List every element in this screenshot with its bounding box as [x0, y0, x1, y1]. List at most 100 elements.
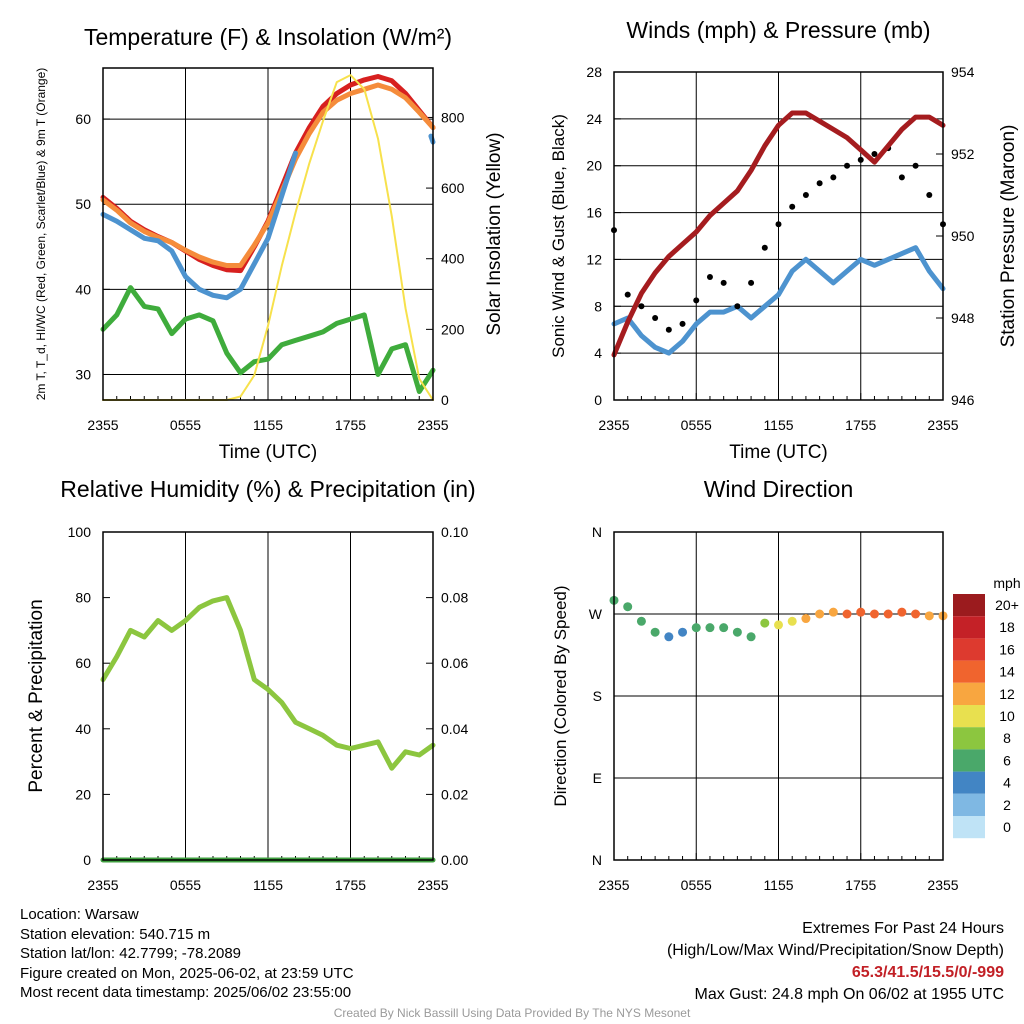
colorbar-label: 20+ — [995, 597, 1019, 613]
gust-point — [748, 279, 755, 286]
x-tick-label: 0555 — [170, 417, 201, 433]
chart-title-0: Temperature (F) & Insolation (W/m²) — [84, 24, 452, 50]
x-axis-label: Time (UTC) — [219, 442, 318, 463]
y-tick-label: 8 — [594, 298, 602, 314]
latlon-label: Station lat/lon: 42.7799; -78.2089 — [20, 945, 242, 962]
series-line-rh — [100, 595, 436, 771]
colorbar-label: 10 — [999, 708, 1015, 724]
y-tick-label: E — [593, 770, 602, 786]
direction-point — [774, 620, 783, 630]
y2-axis-label: Solar Insolation (Yellow) — [484, 132, 505, 335]
colorbar-swatch — [953, 660, 985, 683]
colorbar-label: 0 — [1003, 819, 1011, 835]
y-tick-label: 30 — [75, 366, 91, 382]
colorbar-swatch — [953, 749, 985, 772]
gust-point — [789, 203, 796, 210]
x-tick-label: 1155 — [763, 877, 793, 893]
colorbar-label: 4 — [1003, 775, 1011, 791]
y-tick-label: S — [593, 688, 602, 704]
direction-point — [869, 609, 879, 619]
gust-point — [638, 303, 645, 310]
colorbar-swatch — [953, 816, 985, 839]
plot-border-0 — [102, 67, 434, 401]
x-tick-label: 1755 — [845, 417, 876, 433]
chart-title-1: Winds (mph) & Pressure (mb) — [626, 17, 930, 43]
direction-point — [787, 616, 797, 626]
x-tick-label: 0555 — [681, 417, 712, 433]
gust-point — [830, 174, 837, 181]
x-tick-label: 1155 — [253, 877, 283, 893]
credit-line: Created By Nick Bassill Using Data Provi… — [333, 1006, 691, 1020]
colorbar-label: 16 — [999, 641, 1015, 657]
gust-point — [912, 162, 919, 169]
y-tick-label: 4 — [594, 345, 602, 361]
colorbar-label: 2 — [1003, 797, 1011, 813]
colorbar-label: 18 — [999, 619, 1015, 635]
direction-point — [883, 609, 893, 619]
y-tick-label: 20 — [75, 786, 91, 802]
y-tick-label: 28 — [586, 64, 602, 80]
colorbar-label: 8 — [1003, 730, 1011, 746]
y2-tick-label: 0 — [441, 392, 449, 408]
colorbar-swatch — [953, 727, 985, 750]
gust-point — [679, 320, 686, 327]
x-tick-label: 2355 — [87, 417, 118, 433]
y2-tick-label: 952 — [951, 146, 975, 162]
y2-tick-label: 800 — [441, 109, 465, 125]
direction-point — [828, 607, 838, 617]
plot-border-3 — [613, 531, 944, 861]
direction-point — [719, 623, 729, 633]
direction-point — [801, 614, 811, 624]
direction-point — [705, 623, 715, 633]
y2-tick-label: 400 — [441, 251, 465, 267]
gust-point — [734, 303, 741, 310]
series-line-2m-td — [100, 285, 436, 394]
direction-point — [815, 609, 825, 619]
gust-point — [761, 244, 768, 251]
location-label: Location: Warsaw — [20, 906, 139, 923]
x-tick-label: 2355 — [598, 417, 629, 433]
gust-point — [816, 180, 823, 187]
y-tick-label: 20 — [586, 158, 602, 174]
direction-point — [911, 609, 921, 619]
y-tick-label: 16 — [586, 205, 602, 221]
y-tick-label: 60 — [75, 111, 91, 127]
y2-tick-label: 0.02 — [441, 786, 468, 802]
created-label: Figure created on Mon, 2025-06-02, at 23… — [20, 964, 354, 982]
y2-axis-label: Station Pressure (Maroon) — [998, 125, 1019, 348]
colorbar-label: 14 — [999, 664, 1015, 680]
y-tick-label: W — [589, 606, 603, 622]
elevation-label: Station elevation: 540.715 m — [20, 925, 211, 943]
colorbar-swatch — [953, 705, 985, 728]
colorbar-swatch — [953, 594, 985, 617]
extremes-values: 65.3/41.5/15.5/0/-999 — [851, 964, 1004, 981]
y2-tick-label: 200 — [441, 321, 465, 337]
gust-point — [802, 192, 809, 198]
series-line-pressure — [611, 110, 946, 358]
direction-point — [664, 632, 674, 642]
y2-tick-label: 0.06 — [441, 655, 468, 671]
direction-point — [856, 607, 866, 617]
colorbar-label: 6 — [1003, 752, 1011, 768]
y2-tick-label: 946 — [951, 392, 975, 408]
direction-point — [842, 609, 852, 619]
x-tick-label: 2355 — [417, 417, 448, 433]
plot-border-2 — [102, 531, 434, 861]
y-tick-label: 12 — [586, 251, 602, 267]
gust-point — [665, 326, 672, 333]
x-tick-label: 2355 — [417, 877, 448, 893]
colorbar-label: 12 — [999, 686, 1015, 702]
y-tick-label: N — [592, 524, 602, 540]
gust-point — [720, 279, 727, 286]
x-tick-label: 1155 — [253, 417, 283, 433]
direction-point — [691, 623, 701, 633]
y2-tick-label: 0.08 — [441, 590, 468, 606]
gust-point — [926, 192, 933, 198]
max-gust-label: Max Gust: 24.8 mph On 06/02 at 1955 UTC — [694, 986, 1005, 1003]
x-tick-label: 1755 — [335, 417, 366, 433]
y-axis-label: Direction (Colored By Speed) — [551, 585, 570, 806]
y2-tick-label: 954 — [951, 64, 975, 80]
gust-point — [871, 151, 878, 157]
y-axis-label: 2m T, T_d, HI/WC (Red, Green, Scarlet/Bl… — [34, 68, 48, 401]
colorbar-swatch — [953, 682, 985, 705]
